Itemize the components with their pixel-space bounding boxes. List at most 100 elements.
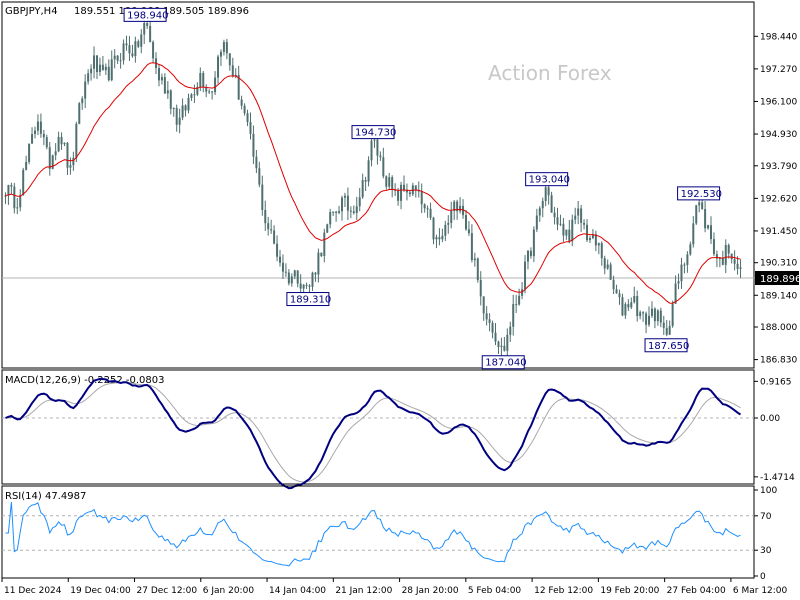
candle-body [205, 87, 208, 92]
candle-body [36, 121, 39, 131]
price-annotation-box [644, 338, 688, 353]
candle-body [645, 313, 648, 325]
candle-body [379, 155, 382, 158]
price-axis: 198.440 197.270 196.100 194.930 193.790 192.6… [754, 32, 797, 366]
candle-body [228, 53, 231, 66]
candle-body [506, 334, 509, 351]
rsi-panel-frame [1, 485, 755, 579]
candle-body [656, 310, 659, 322]
candle-body [69, 165, 72, 168]
candle-body [594, 234, 597, 246]
candle-body [453, 201, 456, 211]
candle-body [361, 179, 364, 198]
candle-body [217, 56, 220, 78]
candle-body [577, 208, 580, 216]
candle-body [87, 73, 90, 82]
candle-body [149, 25, 152, 42]
candle-body [122, 43, 125, 61]
candle-body [181, 105, 184, 118]
macd-axis: 0.9165 0.00 -1.4714 [754, 377, 795, 483]
price-annotation-label: 193.040 [529, 175, 570, 186]
candle-body [630, 302, 633, 308]
candle-body [473, 258, 476, 261]
macd-main-line [5, 377, 742, 490]
symbol-label: GBPJPY,H4 [5, 6, 58, 17]
candle-body [267, 223, 270, 230]
candle-body [650, 308, 653, 316]
candle-body [335, 211, 338, 213]
price-tick-label: 186.830 [760, 356, 797, 366]
candle-body [479, 280, 482, 297]
candle-body [600, 243, 603, 259]
time-tick-label: 19 Feb 20:00 [600, 586, 659, 596]
candle-body [574, 215, 577, 220]
candle-body [107, 66, 110, 81]
candle-body [497, 341, 500, 348]
candle-body [358, 197, 361, 207]
candle-body [683, 264, 686, 266]
candle-body [680, 264, 683, 282]
candle-body [276, 243, 279, 257]
candle-body [467, 229, 470, 234]
candle-body [382, 157, 385, 177]
candle-body [677, 281, 680, 284]
candle-body [281, 262, 284, 272]
candle-body [488, 319, 491, 323]
candle-body [252, 133, 255, 157]
candle-body [84, 81, 87, 99]
candle-body [503, 345, 506, 351]
candle-body [290, 276, 293, 284]
candle-body [240, 99, 243, 106]
candle-body [163, 77, 166, 94]
candle-body [202, 73, 205, 88]
candle-body [264, 209, 267, 224]
candle-body [633, 296, 636, 303]
candle-body [95, 55, 98, 72]
candle-body [518, 295, 521, 305]
candle-body [547, 187, 550, 196]
candle-body [305, 284, 308, 286]
price-annotation-box [481, 355, 525, 370]
candle-body [172, 107, 175, 109]
candle-body [199, 73, 202, 87]
candle-body [329, 212, 332, 225]
candle-body [739, 267, 742, 269]
price-annotation-box [351, 125, 395, 140]
candle-body [695, 205, 698, 224]
candle-body [591, 234, 594, 239]
price-tick-label: 190.310 [760, 259, 797, 269]
candle-body [243, 105, 246, 114]
candle-body [521, 289, 524, 296]
time-tick-label: 21 Jan 12:00 [335, 586, 392, 596]
candle-body [438, 237, 441, 240]
candle-body [444, 224, 447, 236]
candle-body [612, 279, 615, 290]
candle-body [323, 232, 326, 257]
candle-body [388, 177, 391, 187]
price-annotation-label: 192.530 [681, 189, 722, 200]
candle-body [10, 185, 13, 187]
time-tick-label: 11 Dec 2024 [4, 586, 62, 596]
rsi-title: RSI(14) 47.4987 [5, 491, 86, 502]
candle-body [90, 68, 93, 74]
candle-body [131, 53, 134, 57]
candle-body [627, 304, 630, 308]
candle-body [701, 202, 704, 210]
candle-body [338, 211, 341, 213]
price-tick-label: 192.620 [760, 194, 797, 204]
candle-body [704, 209, 707, 229]
candle-body [364, 179, 367, 182]
price-annotation-box [286, 292, 330, 307]
candle-body [400, 184, 403, 201]
candle-body [394, 189, 397, 191]
candle-body [246, 113, 249, 123]
candle-body [562, 223, 565, 236]
candle-body [733, 259, 736, 264]
candle-body [184, 105, 187, 111]
candle-body [81, 98, 84, 104]
candle-body [72, 157, 75, 166]
candle-body [376, 139, 379, 156]
candle-body [671, 303, 674, 326]
candle-body [603, 258, 606, 269]
